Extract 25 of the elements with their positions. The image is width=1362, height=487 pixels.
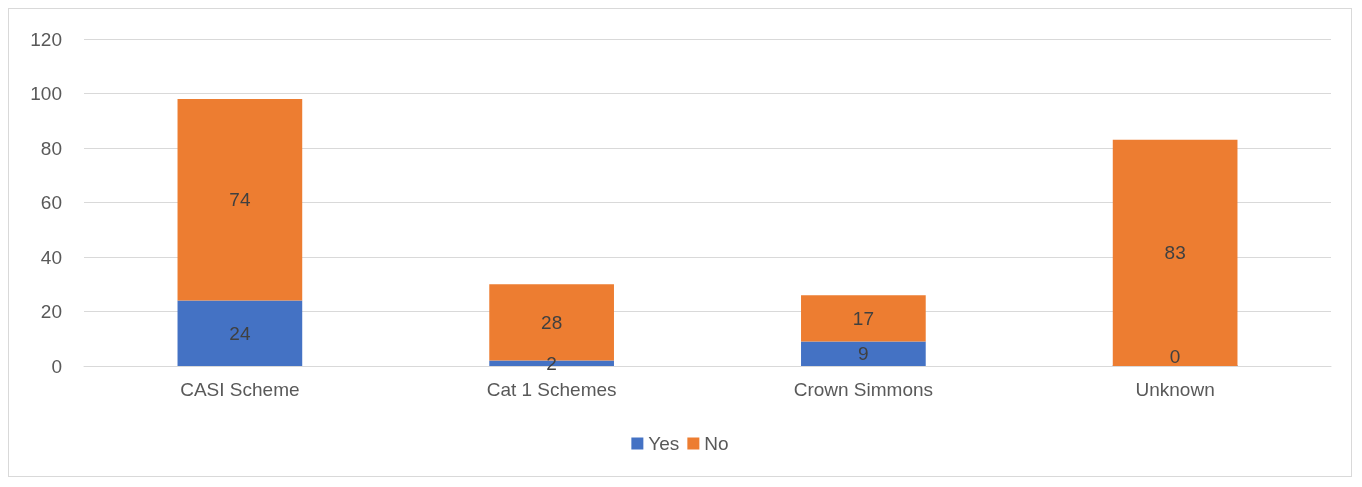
data-label: 0 [1169,346,1181,367]
bar [177,98,303,301]
y-tick-label: 20 [40,301,62,322]
bar [801,295,926,342]
data-label: 83 [1164,242,1186,264]
bar [177,300,303,366]
x-tick-label: Cat 1 Schemes [486,379,617,400]
legend-label: No [704,433,729,454]
x-tick-label: Crown Simmons [793,379,934,400]
y-tick-label: 80 [40,137,62,159]
y-tick-label: 60 [40,192,62,213]
bar [801,341,926,366]
x-tick-label: Unknown [1135,379,1215,400]
bar [1112,139,1238,366]
y-tick-label: 0 [51,355,62,377]
x-tick-label: CASI Scheme [180,379,300,400]
y-tick-label: 100 [30,83,62,104]
y-tick-label: 120 [30,28,62,50]
data-label: 28 [541,311,563,333]
data-label: 17 [852,307,874,329]
data-label: 74 [229,189,251,211]
data-label: 24 [229,322,251,344]
y-tick-label: 40 [40,246,62,268]
data-label: 9 [858,343,869,365]
legend-label: Yes [648,433,680,454]
